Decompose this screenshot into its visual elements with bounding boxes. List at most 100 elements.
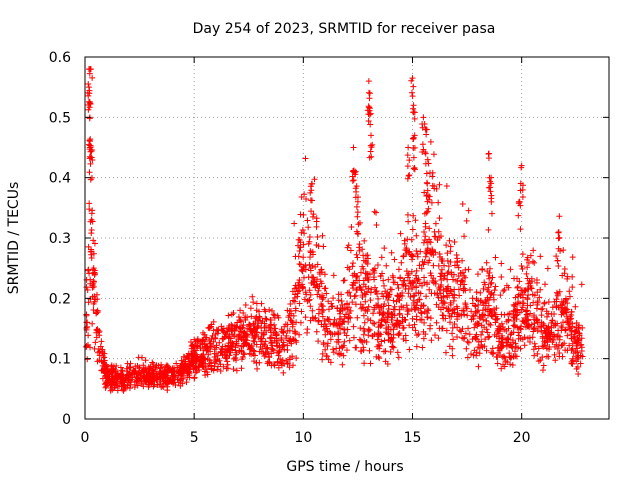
data-point [371,208,378,215]
data-point [578,281,585,288]
data-point [484,296,491,303]
data-point [357,269,364,276]
data-point [531,320,538,327]
data-point [441,262,448,269]
data-point [353,251,360,258]
data-point [451,238,458,245]
data-point [473,308,480,315]
data-point [523,311,530,318]
data-point [210,318,217,325]
data-point [410,136,417,143]
data-point [340,352,347,359]
data-point [411,164,418,171]
data-point [218,345,225,352]
data-point [408,268,415,275]
data-point [375,333,382,340]
data-point [380,310,387,317]
data-point [422,150,429,157]
data-point [164,383,171,390]
data-point [331,330,338,337]
data-point [346,337,353,344]
data-point [304,217,311,224]
data-point [354,213,361,220]
data-point [410,83,417,90]
data-point [377,272,384,279]
data-point [524,296,531,303]
data-point [277,355,284,362]
data-point [494,329,501,336]
data-point [140,372,147,379]
data-point [493,316,500,323]
data-point [472,335,479,342]
data-point [437,270,444,277]
data-point [365,103,372,110]
data-point [250,337,257,344]
data-point [404,152,411,159]
data-point [286,327,293,334]
data-point [302,155,309,162]
data-point [262,349,269,356]
data-point [208,335,215,342]
data-point [286,337,293,344]
data-point [463,217,470,224]
data-point [263,316,270,323]
data-point [294,288,301,295]
y-tick-label: 0 [62,412,71,428]
data-point [428,199,435,206]
data-point [333,345,340,352]
data-point [444,250,451,257]
data-point [368,144,375,151]
data-point [156,368,163,375]
data-point [413,343,420,350]
data-point [365,117,372,124]
data-point [318,266,325,273]
data-point [515,335,522,342]
data-point [216,339,223,346]
data-point [555,235,562,242]
data-point [329,303,336,310]
data-point [224,358,231,365]
data-point [517,325,524,332]
data-point [564,347,571,354]
data-point [244,333,251,340]
data-point [398,259,405,266]
data-point [246,350,253,357]
data-point [204,345,211,352]
data-point [423,131,430,138]
data-point [567,313,574,320]
data-point [92,339,99,346]
data-point [311,176,318,183]
data-point [349,299,356,306]
data-point [432,220,439,227]
data-point [422,126,429,133]
data-point [130,367,137,374]
data-point [230,366,237,373]
data-point [355,221,362,228]
data-point [190,366,197,373]
data-point [371,276,378,283]
data-point [498,344,505,351]
data-point [239,354,246,361]
data-point [451,291,458,298]
data-point [315,338,322,345]
data-point [286,364,293,371]
data-point [481,324,488,331]
data-point [435,304,442,311]
data-point [290,336,297,343]
data-point [535,345,542,352]
data-point [488,279,495,286]
data-point [410,109,417,116]
x-tick-label: 0 [81,430,90,446]
data-point [315,310,322,317]
data-point [296,282,303,289]
data-point [118,378,125,385]
data-point [233,340,240,347]
data-point [352,344,359,351]
data-point [483,259,490,266]
data-point [492,283,499,290]
data-point [284,360,291,367]
data-point [291,328,298,335]
data-point [303,195,310,202]
data-point [420,114,427,121]
data-point [356,247,363,254]
